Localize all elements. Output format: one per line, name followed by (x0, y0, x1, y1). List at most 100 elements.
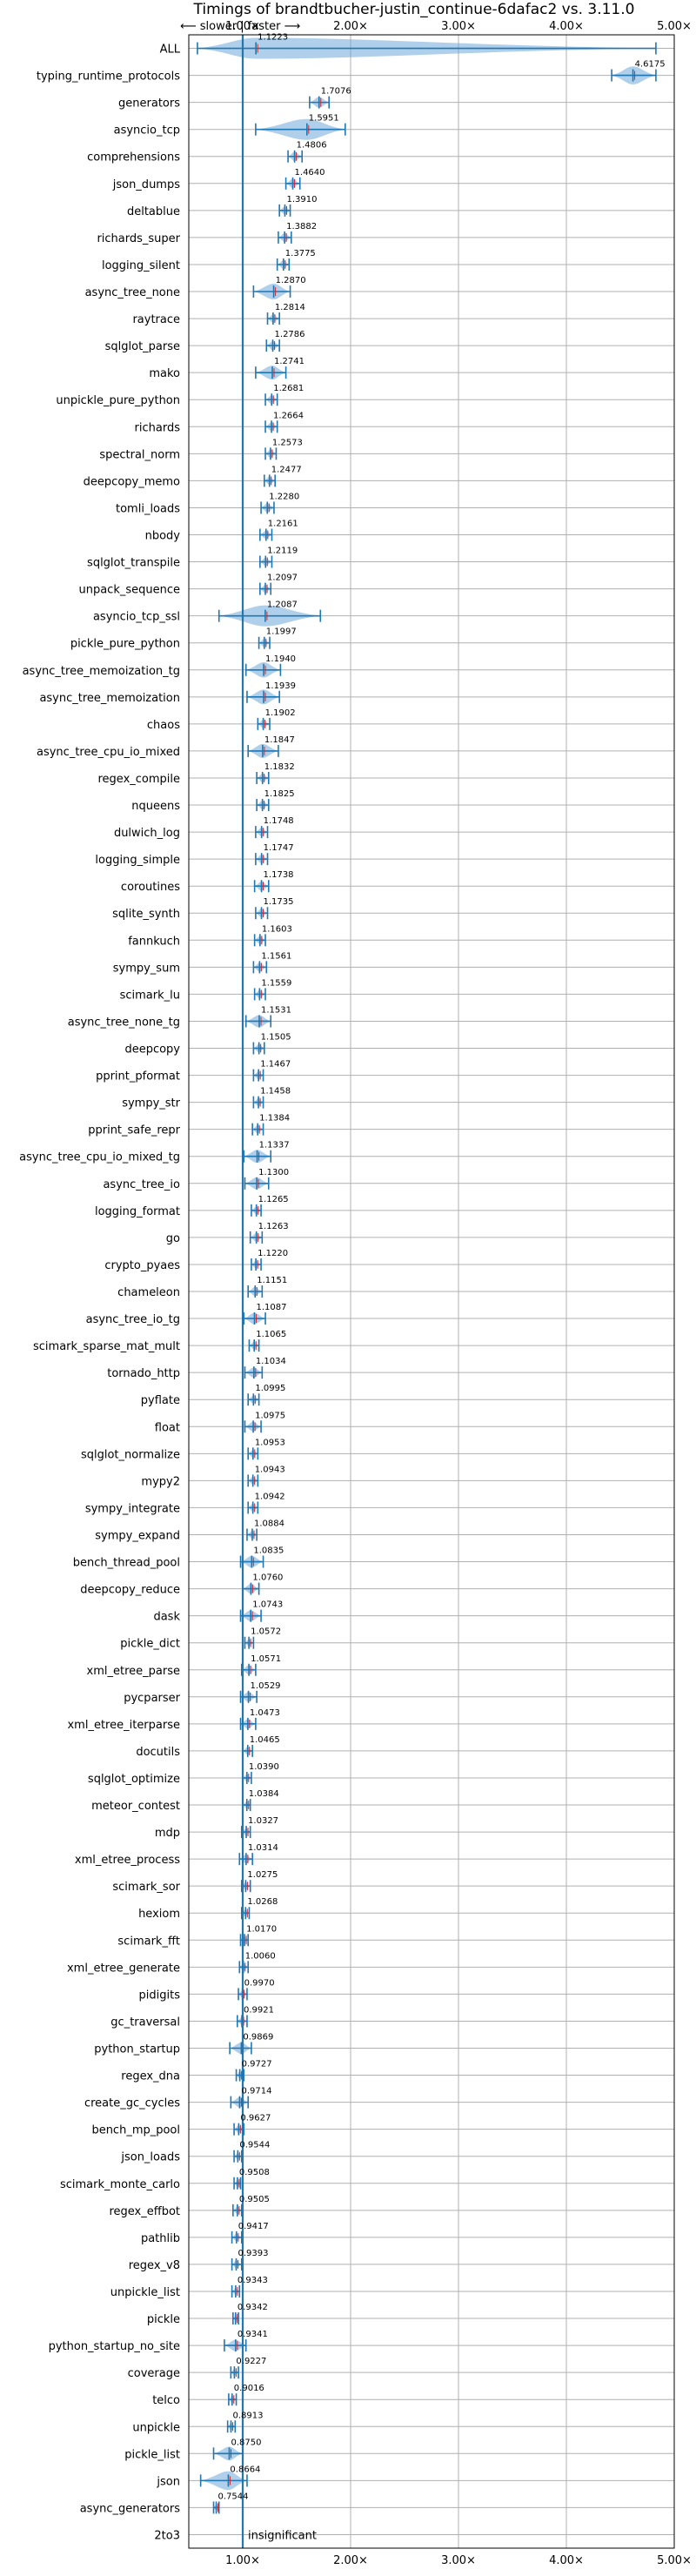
category-label: unpickle (132, 2421, 180, 2434)
category-label: meteor_contest (91, 1800, 180, 1813)
value-label: 1.0314 (248, 1843, 278, 1853)
value-label: 1.0760 (252, 1573, 283, 1583)
category-label: mako (149, 367, 180, 380)
value-label: 1.0275 (247, 1870, 278, 1880)
category-label: sympy_integrate (85, 1502, 180, 1515)
category-label: deepcopy_memo (84, 475, 180, 488)
value-label: 1.0060 (245, 1951, 276, 1961)
category-label: json (156, 2475, 180, 2488)
value-label: 1.0942 (255, 1492, 285, 1501)
category-label: deltablue (127, 205, 180, 218)
category-label: deepcopy (124, 1043, 180, 1057)
category-label: async_tree_none (85, 286, 180, 299)
category-label: pprint_safe_repr (88, 1124, 180, 1137)
value-label: 0.9869 (243, 2033, 273, 2043)
value-label: 1.2280 (269, 492, 299, 501)
value-label: 1.1220 (258, 1249, 288, 1258)
value-label: 1.0571 (251, 1654, 281, 1664)
value-label: 1.2786 (275, 330, 305, 339)
value-label: 1.4806 (297, 141, 327, 151)
category-label: bench_thread_pool (73, 1557, 180, 1570)
value-label: 4.6175 (635, 60, 666, 70)
category-label: pickle_dict (120, 1638, 180, 1651)
value-label: 1.1265 (258, 1195, 289, 1204)
value-label: 1.3775 (285, 249, 316, 258)
category-label: xml_etree_generate (67, 1962, 180, 1975)
value-label: 0.9393 (238, 2249, 268, 2258)
category-label: async_tree_io_tg (86, 1313, 180, 1326)
category-label: scimark_lu (120, 989, 180, 1002)
value-label: 1.0384 (249, 1789, 279, 1799)
value-label: 1.3882 (286, 222, 317, 231)
value-label: 0.9508 (239, 2168, 270, 2177)
value-label: 0.9417 (238, 2222, 269, 2231)
violin-layer (197, 35, 657, 2548)
category-label: docutils (136, 1746, 180, 1759)
value-label: 1.1065 (256, 1330, 286, 1339)
value-label: 1.1300 (258, 1168, 289, 1177)
value-label: 1.1738 (264, 870, 294, 880)
value-label: 0.9627 (240, 2114, 271, 2123)
value-label: 1.1458 (260, 1087, 291, 1097)
value-label: 0.9341 (238, 2330, 268, 2339)
category-label: scimark_monte_carlo (60, 2178, 180, 2191)
category-label: spectral_norm (99, 448, 180, 461)
category-label: generators (118, 97, 180, 111)
value-label: 1.0995 (255, 1384, 285, 1393)
x-tick-label-top: 2.00× (333, 20, 368, 33)
value-label: 1.1603 (262, 924, 292, 934)
value-label: 1.1940 (265, 654, 296, 664)
value-label: 1.0835 (253, 1546, 284, 1556)
category-label: python_startup_no_site (49, 2340, 180, 2353)
category-label: hexiom (138, 1908, 180, 1921)
category-label: xml_etree_iterparse (67, 1719, 180, 1732)
category-label: pyflate (141, 1394, 180, 1407)
category-label: scimark_fft (117, 1935, 180, 1948)
category-label: async_tree_none_tg (68, 1016, 180, 1029)
category-label: coverage (128, 2367, 180, 2380)
insignificant-label: insignificant (248, 2529, 317, 2542)
category-label: sympy_expand (95, 1529, 180, 1542)
category-label: async_tree_cpu_io_mixed (37, 746, 180, 759)
value-label: 1.4640 (295, 168, 325, 178)
category-label: python_startup (94, 2043, 180, 2056)
category-label: bench_mp_pool (91, 2124, 180, 2137)
category-label: richards_super (97, 232, 180, 245)
value-label: 1.1997 (266, 627, 297, 637)
value-label: 0.9921 (244, 2005, 274, 2015)
value-label: 1.1034 (256, 1357, 286, 1366)
x-tick-label-bottom: 2.00× (333, 2554, 368, 2567)
plot-frame (188, 34, 675, 2549)
category-label: logging_format (95, 1205, 180, 1218)
category-label: regex_compile (97, 773, 180, 786)
value-label: 1.2741 (274, 357, 304, 366)
category-label: pickle_pure_python (70, 638, 180, 651)
value-label: 1.0390 (249, 1762, 279, 1772)
category-label: go (166, 1232, 180, 1245)
x-tick-label-top: 1.00× (225, 20, 260, 33)
x-tick-label-top: 3.00× (441, 20, 476, 33)
category-label: richards (135, 421, 181, 434)
category-label: nbody (145, 529, 181, 542)
category-label: scimark_sparse_mat_mult (33, 1340, 180, 1353)
category-label: crypto_pyaes (104, 1259, 180, 1272)
value-label: 1.2681 (273, 384, 304, 393)
value-label: 1.2161 (268, 519, 298, 528)
category-label: async_tree_memoization (39, 692, 180, 705)
direction-note: ⟵ slower | faster ⟶ (180, 20, 300, 33)
category-label: dulwich_log (114, 827, 180, 840)
category-label: unpack_sequence (78, 584, 180, 597)
value-label: 0.9343 (238, 2276, 268, 2285)
value-label: 1.1748 (264, 816, 294, 826)
category-label: scimark_sor (112, 1881, 180, 1894)
value-label: 0.9544 (239, 2141, 270, 2150)
x-tick-label-bottom: 5.00× (657, 2554, 692, 2567)
value-label: 1.2870 (276, 276, 306, 285)
category-label: async_tree_memoization_tg (23, 665, 180, 678)
value-label: 1.1832 (264, 762, 295, 772)
value-label: 1.0327 (248, 1816, 278, 1826)
value-label: 0.8750 (231, 2438, 262, 2447)
x-tick-label-top: 5.00× (657, 20, 692, 33)
category-label: chaos (147, 719, 180, 732)
value-label: 1.1531 (261, 1005, 291, 1015)
